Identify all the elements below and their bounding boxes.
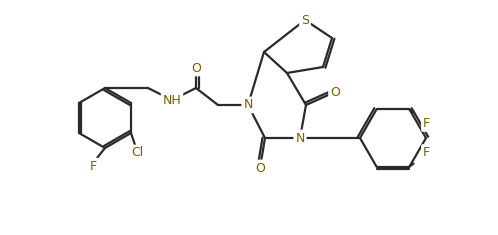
Text: O: O <box>330 86 340 98</box>
Text: S: S <box>301 13 309 27</box>
Text: F: F <box>90 160 97 172</box>
Text: F: F <box>423 117 430 130</box>
Text: O: O <box>191 62 201 74</box>
Text: N: N <box>295 132 305 145</box>
Text: Cl: Cl <box>131 146 143 160</box>
Text: NH: NH <box>163 94 181 106</box>
Text: O: O <box>255 161 265 175</box>
Text: F: F <box>423 146 430 159</box>
Text: N: N <box>244 98 252 111</box>
